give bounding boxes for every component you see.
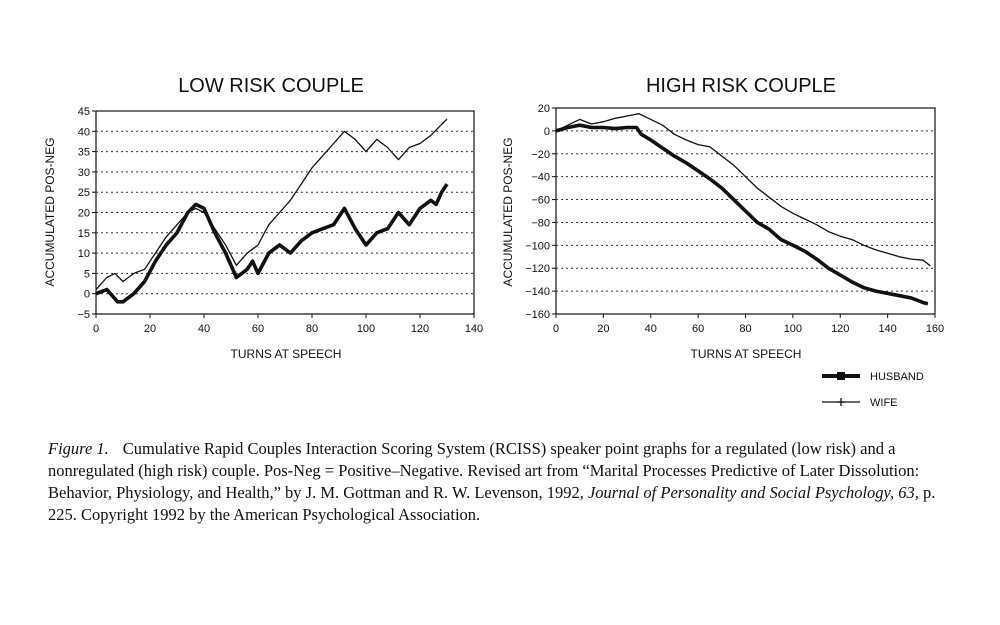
low-risk-y-tick-label: 5 — [84, 268, 90, 280]
low-risk-x-tick-label: 100 — [357, 323, 375, 335]
low-risk-y-tick-label: 15 — [78, 228, 90, 240]
caption-text-part-2: p. 225. Copyright 1992 by the American P… — [48, 483, 936, 524]
high-risk-x-tick-label: 100 — [784, 323, 802, 335]
low-risk-panel: LOW RISK COUPLE TURNS AT SPEECH ACCUMULA… — [43, 75, 483, 361]
low-risk-x-tick-label: 60 — [252, 323, 264, 335]
low-risk-x-tick-label: 80 — [306, 323, 318, 335]
high-risk-x-tick-label: 140 — [878, 323, 896, 335]
high-risk-x-tick-label: 20 — [597, 323, 609, 335]
high-risk-x-tick-label: 40 — [645, 323, 657, 335]
low-risk-x-tick-label: 40 — [198, 323, 210, 335]
high-risk-title: HIGH RISK COUPLE — [646, 75, 836, 97]
legend-wife-label: WIFE — [870, 397, 898, 409]
low-risk-y-tick-label: 45 — [78, 106, 90, 118]
low-risk-y-tick-label: 40 — [78, 126, 90, 138]
high-risk-y-tick-label: 20 — [538, 103, 550, 115]
high-risk-y-tick-label: −80 — [531, 217, 550, 229]
legend-item-husband: HUSBAND — [822, 371, 924, 383]
low-risk-x-tick-label: 0 — [93, 323, 99, 335]
high-risk-panel: HIGH RISK COUPLE TURNS AT SPEECH ACCUMUL… — [501, 75, 944, 361]
low-risk-y-axis-label: ACCUMULATED POS-NEG — [43, 137, 57, 286]
high-risk-x-tick-label: 0 — [553, 323, 559, 335]
caption-text-part-1: Cumulative Rapid Couples Interaction Sco… — [48, 439, 920, 502]
low-risk-y-tick-label: 25 — [78, 187, 90, 199]
legend-husband-marker — [837, 372, 845, 380]
low-risk-title: LOW RISK COUPLE — [178, 75, 364, 97]
low-risk-y-tick-label: 35 — [78, 147, 90, 159]
high-risk-x-tick-label: 160 — [926, 323, 944, 335]
caption-figure-label: Figure 1. — [48, 439, 109, 458]
caption-journal-name: Journal of Personality and Social Psycho… — [587, 483, 919, 502]
high-risk-y-tick-label: −60 — [531, 195, 550, 207]
low-risk-y-tick-label: 10 — [78, 248, 90, 260]
high-risk-y-axis-label: ACCUMULATED POS-NEG — [501, 137, 515, 286]
low-risk-y-tick-label: 20 — [78, 208, 90, 220]
low-risk-y-tick-label: 0 — [84, 289, 90, 301]
legend-husband-label: HUSBAND — [870, 371, 924, 383]
high-risk-y-tick-label: −120 — [525, 263, 550, 275]
high-risk-x-axis-label: TURNS AT SPEECH — [691, 347, 802, 361]
legend-wife-marker — [837, 398, 845, 406]
figure-caption: Figure 1. Cumulative Rapid Couples Intera… — [48, 438, 963, 526]
high-risk-x-tick-label: 120 — [831, 323, 849, 335]
low-risk-y-tick-label: −5 — [77, 309, 90, 321]
chart-legend: HUSBAND WIFE — [822, 371, 924, 409]
high-risk-y-tick-label: −160 — [525, 309, 550, 321]
low-risk-wife-line — [95, 118, 448, 291]
low-risk-y-tick-label: 30 — [78, 167, 90, 179]
low-risk-x-tick-label: 20 — [144, 323, 156, 335]
high-risk-husband-line — [555, 123, 929, 306]
high-risk-y-tick-label: 0 — [544, 126, 550, 138]
high-risk-wife-line — [555, 113, 931, 267]
low-risk-husband-line — [95, 183, 449, 304]
high-risk-x-tick-label: 80 — [739, 323, 751, 335]
low-risk-x-tick-label: 120 — [411, 323, 429, 335]
high-risk-y-tick-label: −100 — [525, 240, 550, 252]
high-risk-y-tick-label: −40 — [531, 172, 550, 184]
high-risk-y-tick-label: −20 — [531, 149, 550, 161]
legend-item-wife: WIFE — [822, 397, 898, 409]
low-risk-x-axis-label: TURNS AT SPEECH — [231, 347, 342, 361]
high-risk-y-tick-label: −140 — [525, 286, 550, 298]
high-risk-x-tick-label: 60 — [692, 323, 704, 335]
low-risk-x-tick-label: 140 — [465, 323, 483, 335]
